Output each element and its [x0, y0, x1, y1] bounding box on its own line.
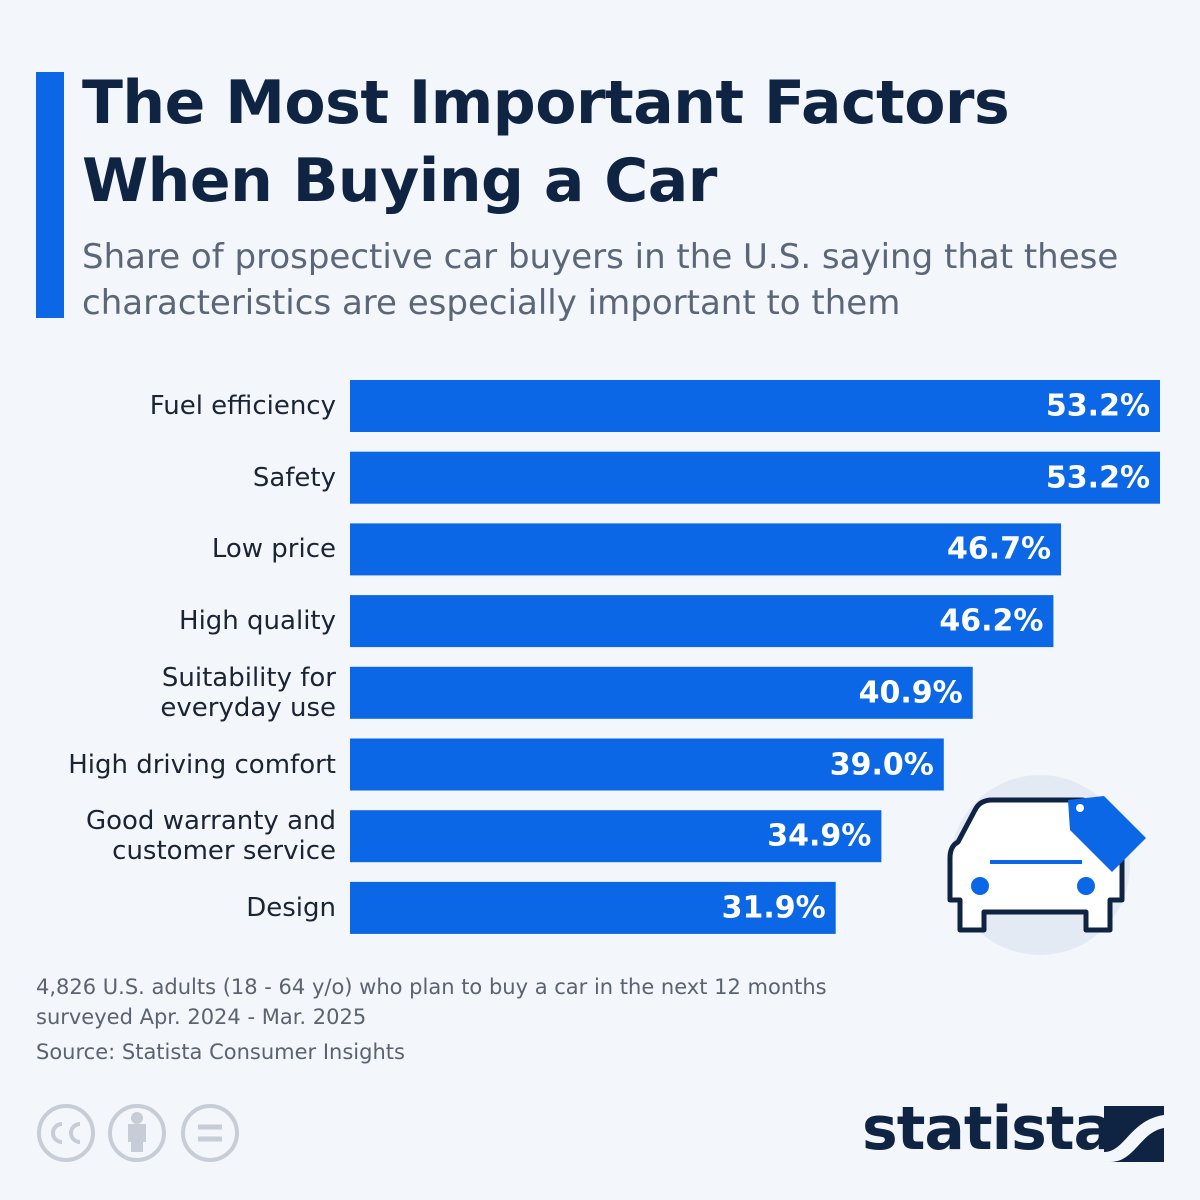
value-label: 53.2% — [1045, 388, 1150, 424]
category-label: High quality — [179, 606, 336, 637]
value-label: 46.2% — [939, 603, 1044, 639]
category-label: Safety — [252, 462, 336, 493]
bar — [350, 595, 1054, 648]
car-icon — [947, 775, 1146, 955]
bar — [350, 738, 944, 791]
brand-name: statista — [862, 1094, 1114, 1164]
bar — [350, 523, 1062, 576]
bar — [350, 881, 836, 934]
source: Source: Statista Consumer Insights — [36, 1040, 405, 1064]
value-label: 31.9% — [721, 890, 826, 926]
brand-logo — [1104, 1106, 1164, 1162]
bar — [350, 810, 882, 863]
value-label: 39.0% — [829, 747, 934, 782]
value-label: 46.7% — [946, 531, 1052, 567]
accent-bar — [36, 72, 64, 318]
chart-subtitle: Share of prospective car buyers in the U… — [82, 237, 1119, 323]
category-label: Suitability for everyday use — [160, 662, 336, 723]
bar — [350, 380, 1160, 432]
category-label: High driving comfort — [68, 749, 336, 780]
bar — [350, 666, 973, 719]
category-label: Low price — [211, 534, 336, 565]
chart-title: The Most Important Factors When Buying a… — [82, 68, 1010, 216]
note: 4,826 U.S. adults (18 - 64 y/o) who plan… — [36, 975, 827, 1029]
category-label: Design — [246, 892, 336, 923]
value-label: 53.2% — [1045, 460, 1150, 496]
bar — [350, 451, 1160, 504]
license-icons — [37, 1104, 239, 1162]
value-label: 34.9% — [767, 818, 872, 854]
value-label: 40.9% — [858, 675, 963, 711]
category-label: Good warranty and customer service — [85, 806, 336, 867]
category-label: Fuel efficiency — [149, 391, 336, 421]
